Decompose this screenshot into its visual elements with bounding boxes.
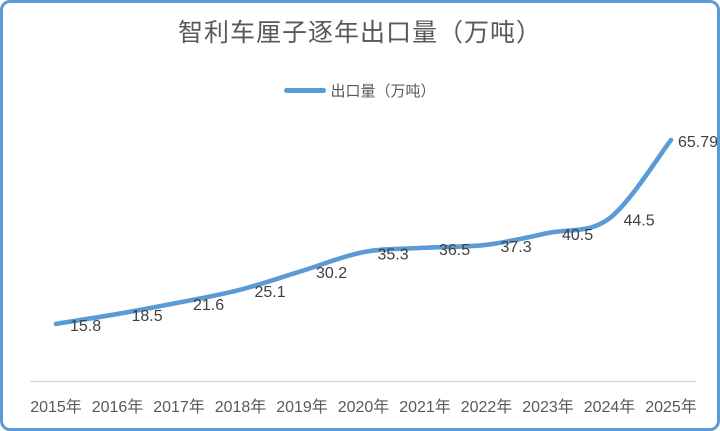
data-label: 35.3 bbox=[378, 246, 409, 263]
legend-line-marker bbox=[284, 88, 327, 93]
chart-title: 智利车厘子逐年出口量（万吨） bbox=[177, 19, 542, 47]
x-axis-label: 2017年 bbox=[153, 398, 205, 416]
x-axis-label: 2022年 bbox=[461, 398, 513, 416]
x-axis-label: 2024年 bbox=[584, 398, 636, 416]
x-axis-label: 2019年 bbox=[276, 398, 328, 416]
x-axis-label: 2016年 bbox=[92, 398, 144, 416]
data-label: 36.5 bbox=[439, 242, 470, 259]
data-label: 40.5 bbox=[562, 227, 593, 244]
data-label: 37.3 bbox=[501, 239, 532, 256]
series-line bbox=[53, 137, 674, 327]
x-axis-label: 2025年 bbox=[645, 398, 697, 416]
x-axis-label: 2021年 bbox=[399, 398, 451, 416]
chart-svg: 2015年 2016年 2017年 2018年 2019年 2020年 2021年 2022年… bbox=[30, 134, 718, 416]
x-axis-label: 2023年 bbox=[522, 398, 574, 416]
data-label: 25.1 bbox=[255, 284, 286, 301]
x-axis-label: 2015年 bbox=[30, 398, 82, 416]
data-label: 15.8 bbox=[70, 318, 101, 335]
data-label: 21.6 bbox=[193, 297, 224, 314]
data-label: 65.79 bbox=[678, 134, 718, 151]
x-axis-label: 2020年 bbox=[338, 398, 390, 416]
data-label: 30.2 bbox=[316, 265, 347, 282]
legend-label: 出口量（万吨） bbox=[330, 83, 436, 100]
legend: 出口量（万吨） bbox=[3, 80, 717, 101]
x-axis-label: 2018年 bbox=[215, 398, 267, 416]
data-label: 44.5 bbox=[624, 213, 655, 230]
data-label: 18.5 bbox=[132, 308, 163, 325]
